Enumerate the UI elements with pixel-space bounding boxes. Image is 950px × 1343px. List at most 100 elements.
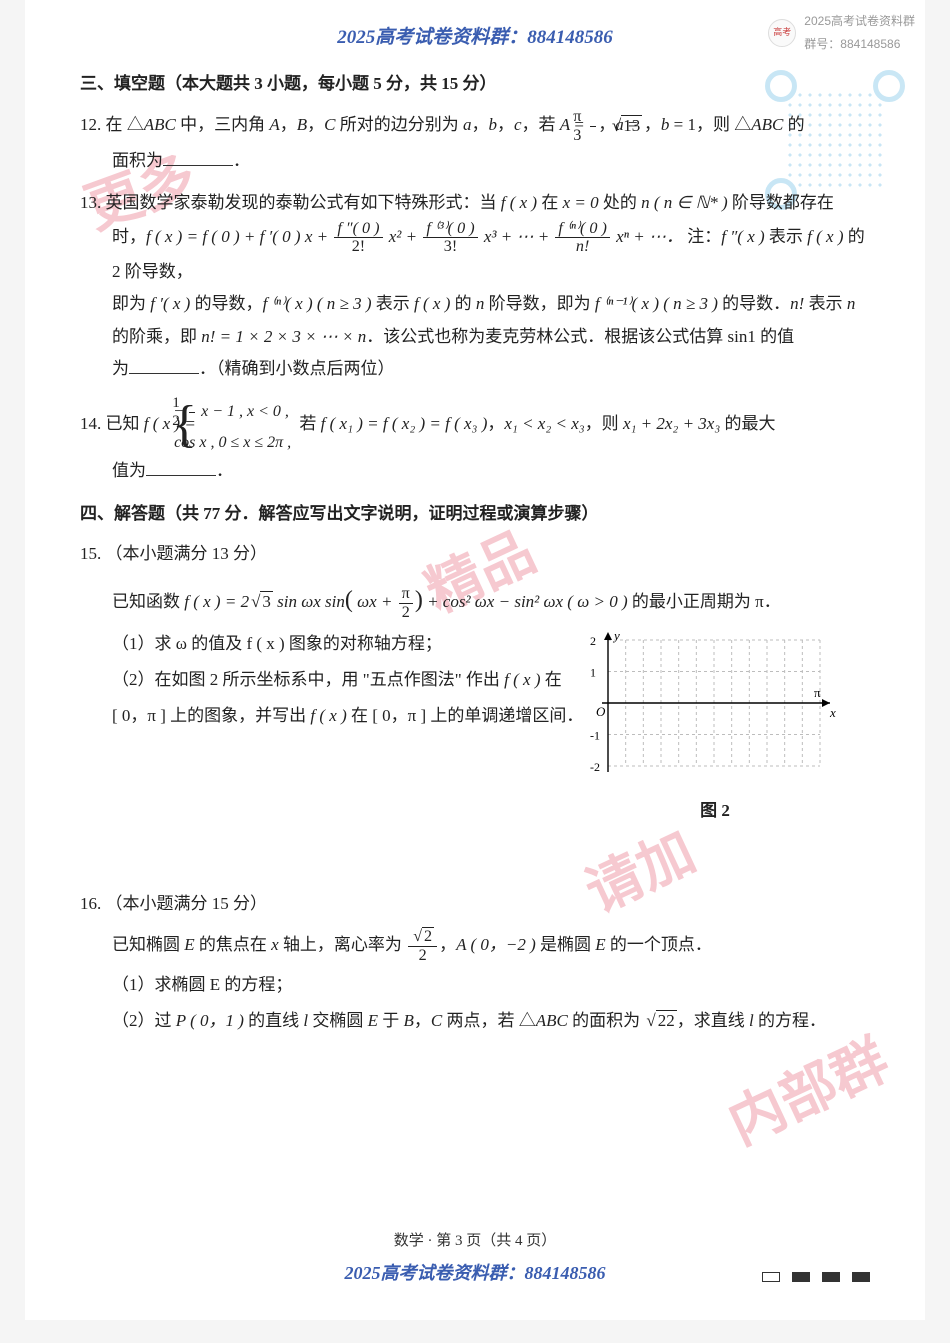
fraction: f ⁽ⁿ⁾( 0 )n!	[555, 220, 609, 257]
page: 高考 2025高考试卷资料群 群号：884148586 2025高考试卷资料群：…	[25, 0, 925, 1320]
q16-p2: （2）过 P ( 0，1 ) 的直线 l 交椭圆 E 于 B，C 两点，若 △A…	[112, 1005, 870, 1037]
q-num: 14.	[80, 414, 101, 433]
q16-p1: （1）求椭圆 E 的方程；	[112, 969, 870, 1001]
q-text: 时，	[112, 227, 146, 246]
x: x	[271, 935, 279, 954]
q-text: ，	[439, 935, 456, 954]
paren: )	[415, 587, 423, 613]
badge-icon: 高考	[768, 19, 796, 47]
q-line: 为 ．（精确到小数点后两位）	[112, 353, 870, 385]
svg-text:2: 2	[590, 634, 596, 648]
var: x = 0	[563, 193, 599, 212]
q-text: 于	[378, 1011, 404, 1030]
var: C	[324, 116, 335, 135]
q-text: 的导数．	[718, 294, 790, 313]
sqrt: 22	[644, 1005, 676, 1037]
q-text: 为	[112, 359, 129, 378]
blank[interactable]	[163, 149, 233, 166]
q-text: 的一个顶点．	[606, 935, 712, 954]
chart-figure-2: yxOπ21-1-2 图 2	[580, 628, 850, 828]
question-12: 12. 在 △ABC 中，三内角 A，B，C 所对的边分别为 a，b，c，若 A…	[80, 108, 870, 177]
fn1: f ⁽ⁿ⁻¹⁾( x ) ( n ≥ 3 )	[595, 294, 718, 313]
q-text: 表示	[804, 294, 847, 313]
fn: f ⁽ⁿ⁾( x ) ( n ≥ 3 )	[263, 294, 372, 313]
q-text: 的直线	[244, 1011, 304, 1030]
var: B	[297, 116, 307, 135]
q-text: ，	[487, 414, 504, 433]
var: c	[514, 116, 522, 135]
term: x² +	[385, 227, 422, 246]
val: = 1	[669, 116, 696, 135]
fx: f ( x ) = 2	[184, 592, 249, 611]
term: + cos² ωx − sin² ωx ( ω > 0 )	[423, 592, 628, 611]
svg-text:1: 1	[590, 665, 596, 679]
E: E	[595, 935, 605, 954]
coordinate-grid: yxOπ21-1-2	[580, 628, 840, 778]
q-num: 15.	[80, 544, 101, 563]
q-text: 处的	[599, 193, 642, 212]
q-line: 的阶乘，即 n! = 1 × 2 × 3 × ⋯ × n．该公式也称为麦克劳林公…	[112, 321, 870, 353]
expansion: f ( x ) = f ( 0 ) + f ′( 0 ) x +	[146, 227, 332, 246]
q-text: 两点，若 △	[442, 1011, 536, 1030]
B: B	[404, 1011, 414, 1030]
question-15: 15. （本小题满分 13 分） 已知函数 f ( x ) = 23 sin ω…	[80, 538, 870, 828]
q-text: 的焦点在	[195, 935, 272, 954]
question-16: 16. （本小题满分 15 分） 已知椭圆 E 的焦点在 x 轴上，离心率为 2…	[80, 888, 870, 1037]
q-text: 的	[450, 294, 476, 313]
svg-text:y: y	[612, 628, 620, 643]
q-text: （2）在如图 2 所示坐标系中，用 "五点作图法" 作出	[112, 670, 504, 689]
fraction: 22	[408, 928, 437, 965]
ord: x₁ < x₂ < x₃	[504, 414, 584, 433]
q-text: [ 0，π ] 上的图象，并写出	[112, 706, 310, 725]
q-text: 已知	[106, 414, 144, 433]
note: 注：	[687, 227, 721, 246]
q-line: 已知椭圆 E 的焦点在 x 轴上，离心率为 22，A ( 0，−2 ) 是椭圆 …	[112, 928, 870, 965]
C: C	[431, 1011, 442, 1030]
blank[interactable]	[146, 459, 216, 476]
q-text: ，则	[585, 414, 623, 433]
svg-text:x: x	[829, 705, 836, 720]
var: n ( n ∈ ℕ* )	[641, 193, 728, 212]
piecewise: { − 12 x − 1 , x < 0 , cos x , 0 ≤ x ≤ 2…	[204, 395, 291, 455]
q-text: ，	[414, 1011, 431, 1030]
q-text: 值为	[112, 461, 146, 480]
q-text: 在	[540, 670, 561, 689]
fx: f ( x )	[310, 706, 346, 725]
q-text: 所对的边分别为	[335, 116, 463, 135]
q-text: ，	[644, 116, 661, 135]
q-text: 交椭圆	[308, 1011, 368, 1030]
term: xⁿ + ⋯．	[612, 227, 683, 246]
q-line: 值为 ．	[112, 455, 870, 487]
badge-title: 2025高考试卷资料群	[804, 10, 915, 33]
q-text: 已知函数	[112, 592, 184, 611]
q-text: 轴上，离心率为	[279, 935, 407, 954]
q-text: 表示	[372, 294, 415, 313]
question-13: 13. 英国数学家泰勒发现的泰勒公式有如下特殊形式：当 f ( x ) 在 x …	[80, 187, 870, 385]
q-text: 中，三内角	[176, 116, 270, 135]
q-text: 若	[299, 414, 320, 433]
q-text: 的导数，	[190, 294, 262, 313]
q-text: 阶导数，即为	[484, 294, 595, 313]
q-text: 阶导数都存在	[728, 193, 834, 212]
q-text: ．（精确到小数点后两位）	[199, 359, 395, 378]
blank[interactable]	[129, 357, 199, 374]
q-text: ．该公式也称为麦克劳林公式．根据该公式估算 sin1 的值	[366, 327, 794, 346]
q-text: （2）过	[112, 1011, 176, 1030]
abc: ABC	[144, 116, 176, 135]
abc: ABC	[751, 116, 783, 135]
q-text: 的阶乘，即	[112, 327, 201, 346]
term: x³ + ⋯ +	[480, 227, 554, 246]
A: A ( 0，−2 )	[456, 935, 536, 954]
section-3-title: 三、填空题（本大题共 3 小题，每小题 5 分，共 15 分）	[80, 68, 870, 100]
period: ．	[216, 461, 233, 480]
q-pts: （本小题满分 15 分）	[106, 894, 268, 913]
q-text: 在	[537, 193, 563, 212]
var: a	[463, 116, 472, 135]
fx: f ( x )	[504, 670, 540, 689]
q-text: 的	[783, 116, 804, 135]
q-text: 是椭圆	[536, 935, 596, 954]
q-num: 12.	[80, 116, 101, 135]
E: E	[184, 935, 194, 954]
svg-text:-1: -1	[590, 728, 600, 742]
svg-text:π: π	[814, 685, 821, 700]
